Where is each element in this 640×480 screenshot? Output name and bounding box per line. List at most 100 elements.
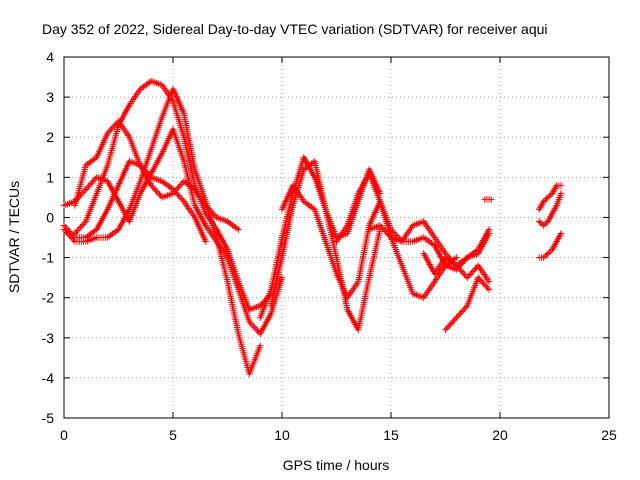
data-point	[477, 252, 480, 255]
y-tick-label: 1	[46, 169, 54, 185]
data-point	[226, 248, 229, 251]
data-point	[560, 184, 562, 187]
data-point	[346, 296, 349, 299]
y-tick-label: 3	[46, 89, 54, 105]
data-point	[379, 224, 381, 227]
data-point	[150, 148, 152, 151]
data-point	[477, 248, 480, 251]
x-tick-label: 20	[492, 427, 508, 443]
data-series	[60, 77, 565, 378]
data-point	[85, 188, 87, 191]
series-track-13	[481, 196, 495, 203]
data-point	[117, 184, 120, 187]
data-point	[237, 280, 240, 283]
data-point	[237, 332, 240, 335]
data-point	[281, 208, 283, 211]
data-point	[128, 136, 131, 139]
data-point	[303, 156, 305, 159]
data-point	[444, 264, 447, 267]
data-point	[433, 280, 436, 283]
chart-title: Day 352 of 2022, Sidereal Day-to-day VTE…	[42, 21, 548, 37]
data-point	[270, 312, 272, 315]
data-point	[281, 236, 283, 239]
data-point	[560, 232, 562, 235]
data-point	[368, 172, 371, 175]
data-point	[204, 224, 207, 227]
data-point	[74, 204, 76, 207]
data-point	[412, 292, 414, 295]
data-point	[161, 116, 163, 118]
data-point	[128, 208, 131, 211]
axis-ticks: 0 5 10 15 20 25 -5 -4 -3 -2 -1 0 1 2 3 4	[42, 49, 617, 443]
data-point	[444, 252, 447, 255]
data-point	[259, 316, 262, 319]
series-track-16	[536, 230, 565, 261]
data-point	[466, 276, 469, 279]
data-point	[346, 308, 349, 311]
series-track-8	[278, 182, 460, 301]
x-tick-label: 0	[60, 427, 68, 443]
data-point	[444, 328, 447, 331]
data-point	[390, 236, 392, 239]
series-track-14	[536, 182, 565, 213]
y-tick-label: -5	[42, 410, 55, 426]
data-point	[161, 196, 163, 199]
data-point	[422, 296, 425, 299]
data-point	[150, 184, 152, 187]
data-point	[422, 236, 425, 239]
data-point	[433, 272, 436, 275]
data-point	[335, 240, 338, 243]
series-markers	[481, 196, 495, 203]
data-point	[106, 180, 109, 183]
data-point	[194, 168, 196, 171]
data-point	[542, 200, 545, 203]
data-point	[303, 200, 305, 203]
data-point	[139, 164, 142, 167]
data-point	[85, 164, 87, 167]
x-tick-label: 25	[601, 427, 617, 443]
data-point	[248, 308, 251, 311]
data-point	[379, 200, 381, 203]
data-point	[139, 192, 142, 195]
data-point	[313, 208, 316, 211]
y-tick-label: 2	[46, 129, 54, 145]
data-point	[63, 204, 65, 207]
data-point	[183, 136, 185, 139]
data-point	[248, 320, 251, 323]
data-point	[128, 220, 131, 223]
data-point	[490, 198, 493, 201]
data-point	[313, 176, 316, 179]
data-point	[281, 256, 283, 259]
data-point	[150, 80, 152, 82]
data-point	[357, 280, 360, 283]
data-point	[555, 184, 558, 187]
data-point	[412, 224, 414, 227]
data-point	[183, 200, 185, 203]
data-point	[85, 236, 87, 239]
data-point	[560, 192, 562, 195]
data-point	[172, 88, 174, 90]
data-point	[74, 232, 76, 235]
data-point	[547, 252, 549, 255]
data-point	[194, 216, 196, 219]
data-point	[555, 240, 558, 243]
x-tick-label: 5	[169, 427, 177, 443]
data-point	[368, 224, 371, 227]
series-track-11	[420, 250, 493, 285]
data-point	[63, 224, 65, 227]
data-point	[106, 208, 109, 211]
data-point	[95, 192, 98, 195]
data-point	[551, 248, 554, 251]
data-point	[292, 184, 294, 187]
data-point	[547, 220, 549, 223]
data-point	[281, 276, 283, 279]
data-point	[161, 152, 163, 155]
data-point	[259, 345, 262, 347]
data-point	[538, 220, 541, 223]
data-point	[335, 272, 338, 275]
data-point	[95, 156, 98, 159]
data-point	[117, 120, 120, 122]
data-point	[324, 240, 327, 243]
data-point	[85, 240, 87, 243]
